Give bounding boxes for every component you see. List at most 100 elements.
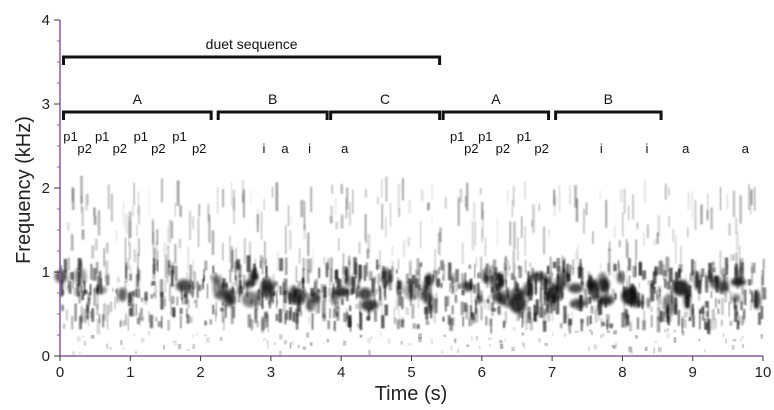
energy-streak (73, 287, 77, 296)
energy-streak (96, 303, 99, 316)
harmonic-streak (538, 203, 540, 212)
energy-streak (356, 285, 360, 298)
harmonic-streak (352, 189, 354, 214)
noise-speck (302, 346, 306, 350)
energy-blob (586, 280, 597, 292)
energy-streak (275, 314, 279, 322)
energy-streak (669, 313, 673, 322)
harmonic-streak (389, 202, 391, 227)
energy-streak (308, 315, 310, 324)
energy-streak (80, 306, 83, 315)
syllable-label: p1 (517, 129, 531, 144)
harmonic-streak (471, 221, 475, 251)
energy-blob (694, 271, 701, 291)
energy-blob (672, 279, 690, 296)
energy-blob (175, 279, 193, 292)
harmonic-streak (524, 259, 527, 274)
noise-speck (195, 333, 198, 336)
harmonic-streak (105, 242, 109, 254)
energy-streak (384, 304, 388, 316)
energy-streak (103, 303, 107, 321)
energy-streak (656, 316, 661, 333)
energy-blob (718, 281, 730, 294)
energy-streak (243, 274, 246, 291)
energy-streak (760, 306, 764, 320)
energy-streak (193, 299, 196, 304)
energy-streak (473, 284, 477, 294)
energy-streak (550, 300, 553, 314)
energy-streak (405, 307, 409, 315)
harmonic-streak (207, 203, 210, 223)
energy-streak (196, 281, 199, 298)
noise-speck (306, 332, 310, 338)
energy-streak (376, 259, 379, 270)
energy-streak (698, 293, 701, 301)
energy-streak (691, 304, 693, 317)
duet-sequence-bracket (62, 55, 442, 65)
energy-streak (63, 258, 68, 273)
energy-streak (69, 272, 74, 280)
harmonic-streak (461, 242, 464, 264)
energy-streak (131, 303, 135, 317)
noise-speck (297, 344, 300, 349)
harmonic-streak (574, 185, 577, 208)
harmonic-streak (420, 220, 422, 249)
energy-streak (325, 267, 329, 278)
harmonic-streak (103, 248, 105, 267)
harmonic-streak (381, 203, 384, 230)
harmonic-streak (179, 205, 182, 217)
energy-streak (102, 314, 105, 328)
energy-streak (557, 266, 561, 279)
energy-streak (349, 305, 352, 312)
x-tick-label: 1 (126, 364, 134, 381)
energy-streak (209, 319, 212, 325)
energy-streak (516, 283, 520, 292)
energy-streak (164, 279, 167, 294)
energy-streak (638, 282, 641, 289)
harmonic-streak (646, 224, 649, 239)
energy-streak (117, 276, 120, 283)
harmonic-streak (506, 189, 509, 204)
energy-streak (314, 281, 316, 290)
harmonic-streak (385, 176, 388, 202)
noise-speck (504, 339, 507, 342)
energy-streak (506, 287, 510, 298)
harmonic-streak (168, 219, 172, 243)
energy-streak (705, 311, 709, 317)
syllable-label: a (682, 141, 690, 156)
energy-streak (687, 285, 692, 298)
harmonic-streak (259, 255, 263, 262)
energy-streak (666, 281, 671, 290)
noise-speck (538, 338, 541, 343)
harmonic-streak (434, 249, 436, 274)
energy-streak (222, 302, 224, 307)
energy-streak (474, 308, 479, 323)
energy-streak (709, 264, 712, 274)
energy-streak (555, 296, 560, 315)
noise-speck (453, 338, 456, 342)
noise-speck (741, 344, 745, 348)
noise-speck (666, 333, 670, 339)
harmonic-streak (346, 210, 349, 218)
energy-streak (572, 259, 574, 270)
energy-streak (646, 300, 650, 309)
energy-streak (513, 276, 517, 292)
energy-streak (484, 299, 486, 309)
harmonic-streak (605, 199, 608, 228)
energy-streak (729, 320, 733, 326)
noise-speck (590, 331, 593, 336)
energy-streak (545, 272, 547, 280)
noise-speck (292, 341, 294, 346)
harmonic-streak (473, 201, 476, 221)
energy-streak (446, 296, 450, 306)
energy-streak (628, 321, 633, 332)
energy-streak (176, 296, 179, 306)
syllable-label: i (646, 141, 649, 156)
noise-speck (731, 345, 735, 350)
harmonic-streak (668, 216, 670, 227)
energy-streak (563, 305, 567, 324)
energy-streak (255, 321, 260, 328)
energy-streak (374, 310, 377, 322)
energy-streak (734, 298, 736, 310)
energy-streak (195, 299, 198, 309)
